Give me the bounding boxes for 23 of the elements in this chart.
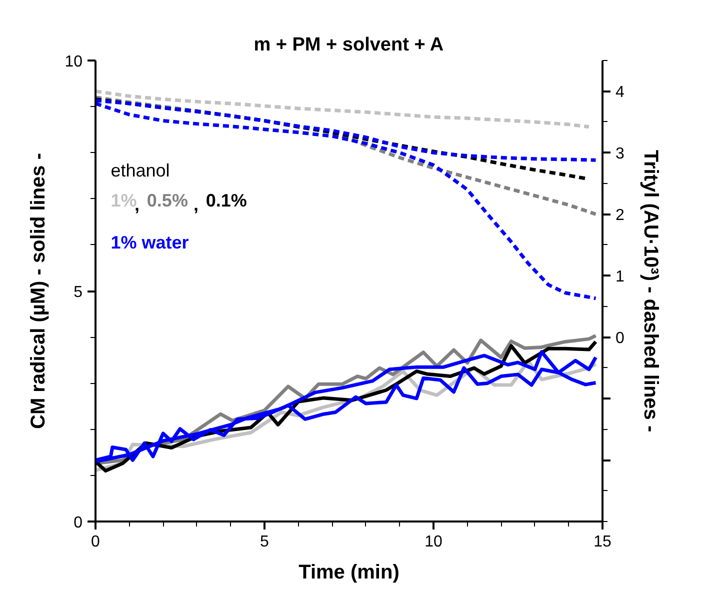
x-axis-title: Time (min) [298, 562, 400, 584]
y2-tick-label: 4 [616, 84, 624, 102]
x-tick-label: 5 [260, 534, 270, 550]
text: 1% [110, 190, 137, 210]
x-tick-label: 0 [91, 534, 100, 550]
text: 0.5% [146, 190, 188, 210]
text: 1% water [110, 232, 189, 252]
y-axis-title: CM radical (µM) - solid lines - [28, 153, 50, 429]
y2-tick-label: 3 [616, 146, 624, 163]
x-tick-label: 15 [594, 534, 612, 550]
x-tick-label: 10 [424, 534, 442, 550]
y2-tick-label: 2 [616, 207, 624, 224]
annotation: ethanol [110, 160, 170, 180]
chart-title: m + PM + solvent + A [254, 34, 444, 56]
y-tick-label: 0 [74, 514, 83, 532]
y2-tick-label: 1 [616, 268, 624, 286]
y2-tick-label: 0 [616, 330, 624, 348]
annotation: , [134, 194, 140, 214]
y-tick-label: 10 [64, 54, 83, 70]
y2-axis-title: Trityl (AU·10³) - dashed lines - [639, 150, 662, 432]
text: 0.1% [206, 190, 247, 210]
annotation: , [193, 194, 198, 214]
y-tick-label: 5 [74, 284, 83, 301]
